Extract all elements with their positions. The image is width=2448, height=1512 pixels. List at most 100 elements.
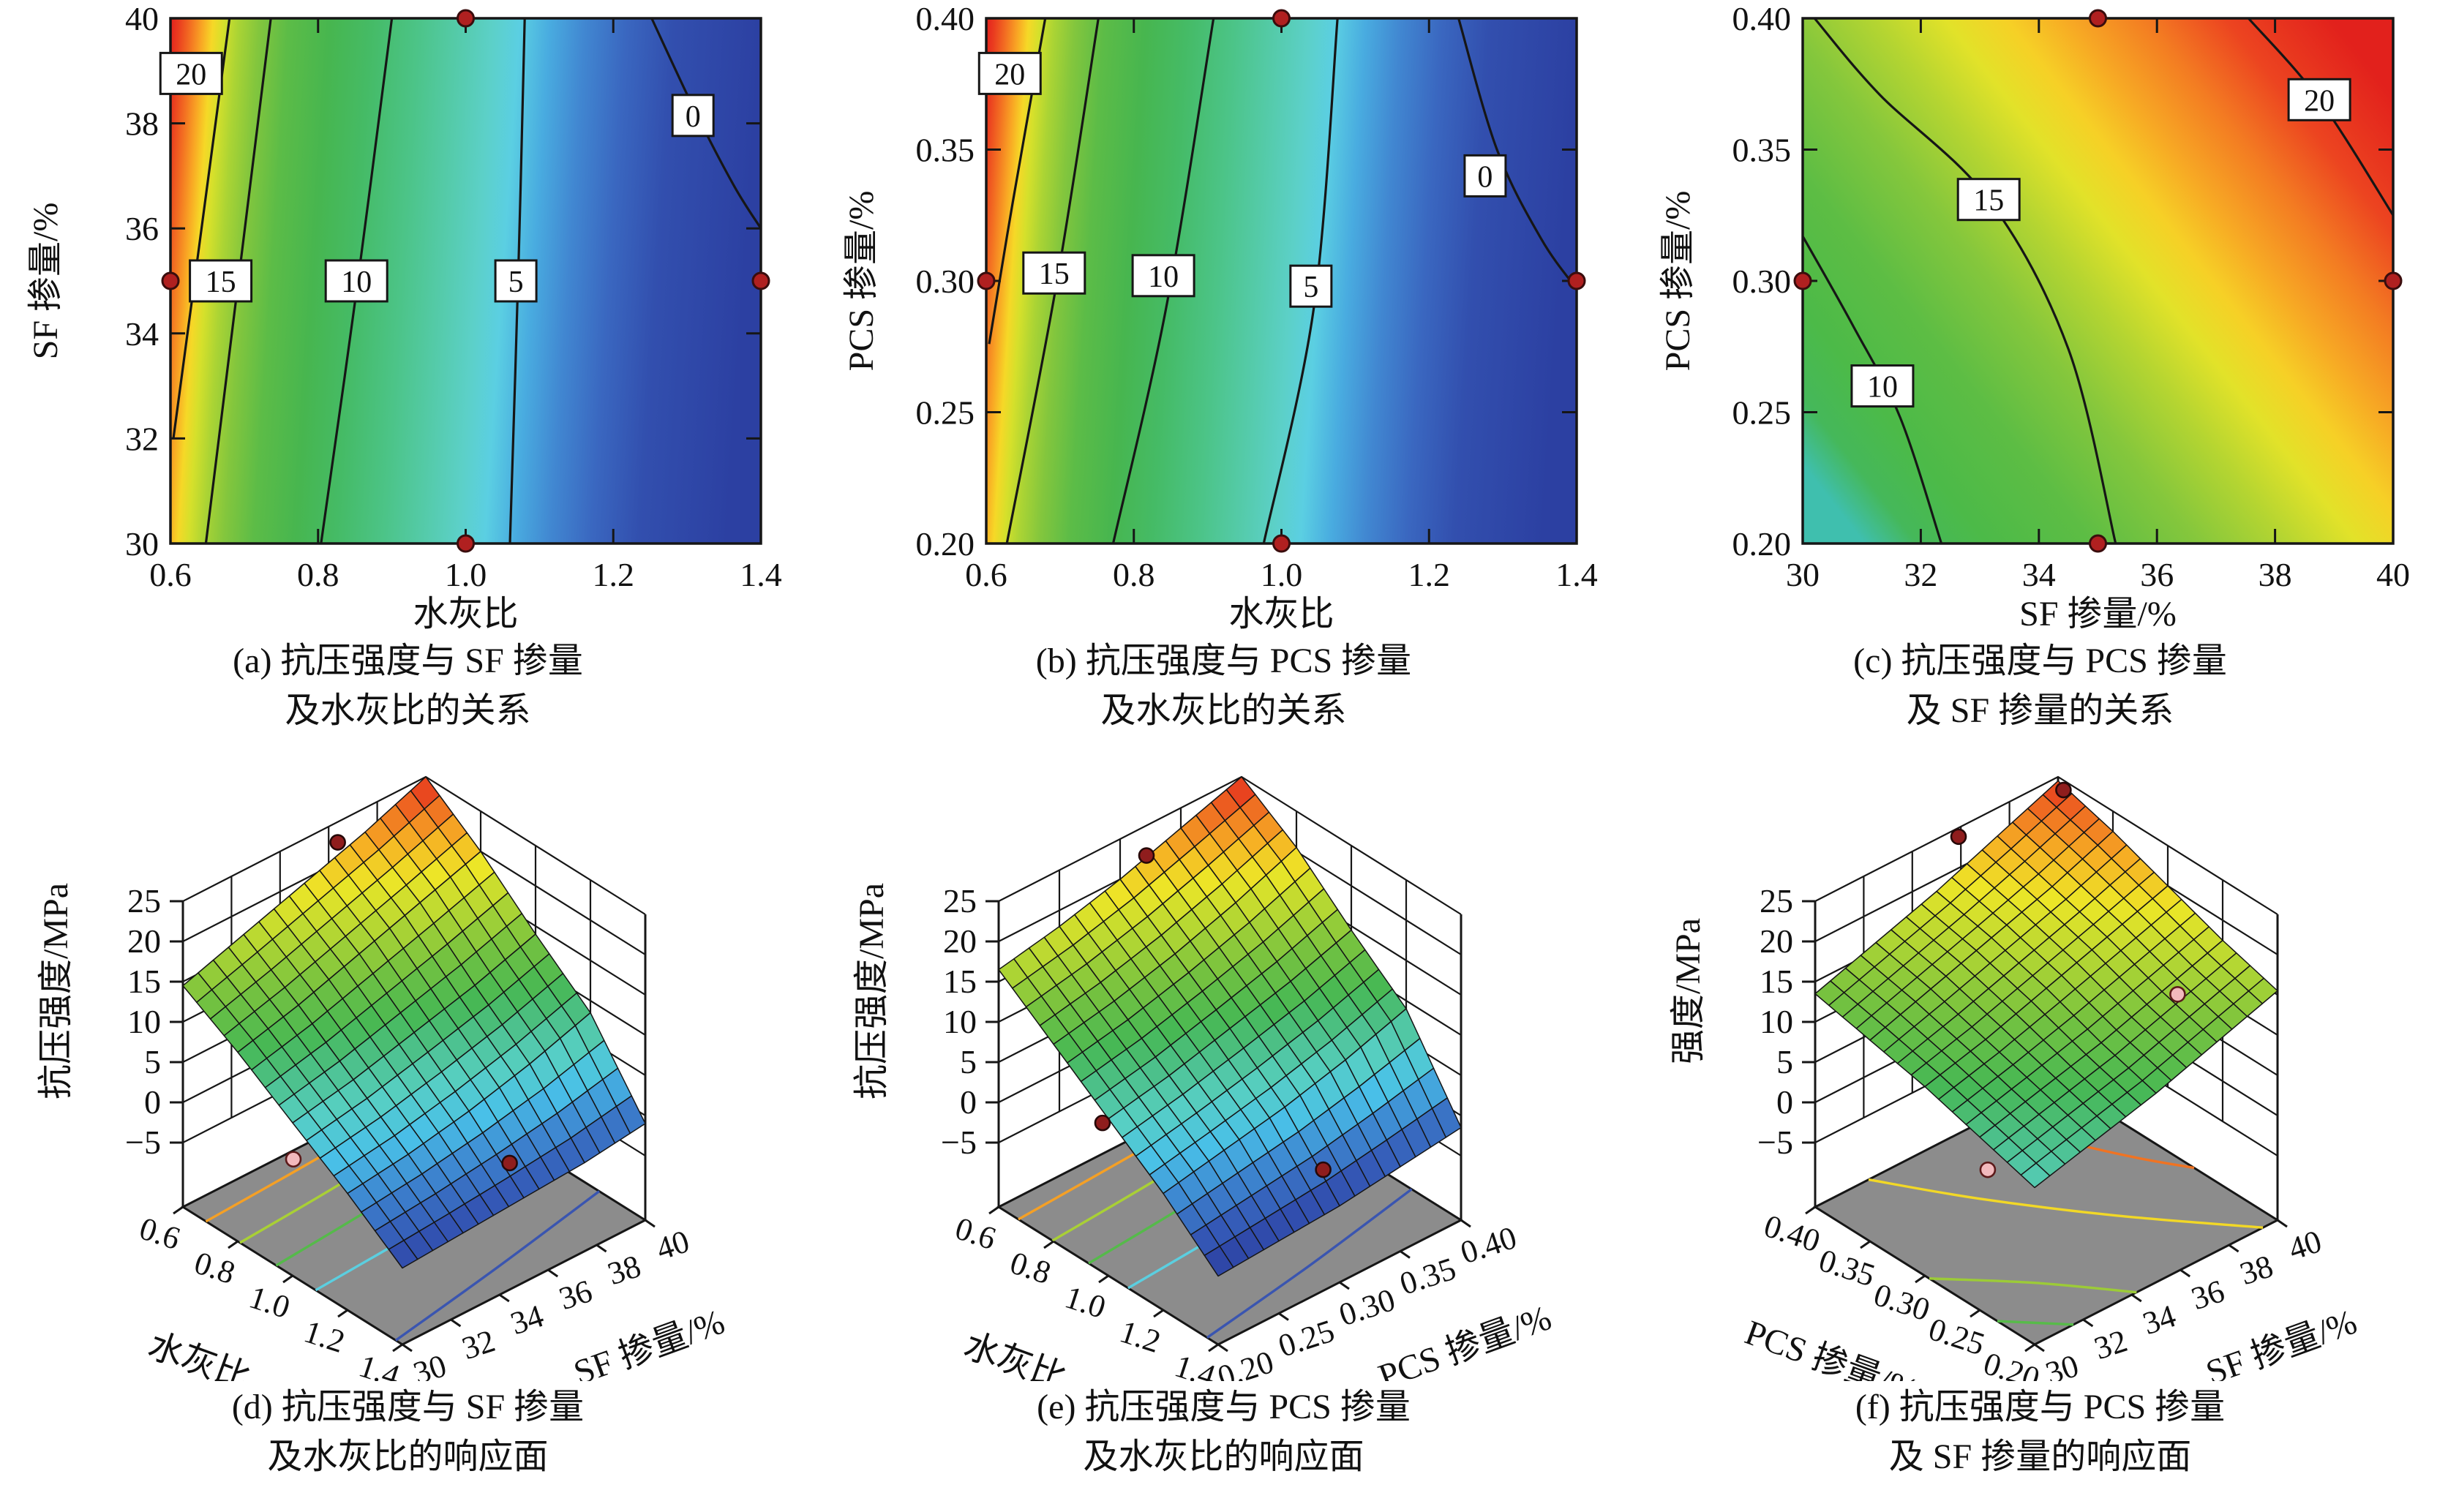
y-axis-title: PCS 掺量/% <box>1659 191 1697 372</box>
floor-edge-ticks <box>173 1206 656 1353</box>
design-points-3d <box>285 834 518 1172</box>
y-tick-label: 40 <box>125 0 159 37</box>
contour-label: 5 <box>508 266 524 299</box>
caption-a-line2: 及水灰比的关系 <box>285 691 531 730</box>
caption-f: (f) 抗压强度与 PCS 掺量 及 SF 掺量的响应面 <box>1632 1383 2448 1482</box>
y-tick-label: 0.20 <box>1732 525 1792 563</box>
v-tick-label: 40 <box>652 1223 694 1267</box>
contour-label-box <box>1463 154 1507 198</box>
design-points-3d <box>1950 781 2186 1178</box>
caption-d-line1: (d) 抗压强度与 SF 掺量 <box>231 1388 585 1426</box>
z-tick-label: 0 <box>1776 1083 1793 1121</box>
v-tick-label: 0.40 <box>1456 1219 1520 1271</box>
z-tick-label: 20 <box>943 922 977 960</box>
surface-mesh <box>182 776 646 1269</box>
z-tick-label: 15 <box>1760 963 1793 1000</box>
panel-e: −5 0 5 10 15 20 25 抗压强度/MPa 0.6 0.8 1.0 1.2 1.4 水灰比 0.… <box>816 739 1632 1512</box>
caption-c: (c) 抗压强度与 PCS 掺量 及 SF 掺量的关系 <box>1632 636 2448 736</box>
contour-label-box <box>324 259 388 303</box>
u-tick-label: 0.35 <box>1814 1242 1879 1293</box>
caption-f-line2: 及 SF 掺量的响应面 <box>1888 1437 2192 1476</box>
v-tick-label: 32 <box>2090 1323 2131 1366</box>
z-tick-label: 25 <box>1760 882 1793 919</box>
v-tick-label: 38 <box>2236 1248 2278 1292</box>
contour-label-box <box>494 259 538 303</box>
caption-a: (a) 抗压强度与 SF 掺量 及水灰比的关系 <box>0 636 816 736</box>
contour-label: 10 <box>341 266 372 299</box>
floor-plane <box>1812 1081 2280 1346</box>
contour-label-box <box>1956 178 2021 222</box>
x-tick-label: 0.8 <box>1113 556 1155 593</box>
y-tick-label: 36 <box>125 210 159 247</box>
z-tick-label: 10 <box>943 1003 977 1040</box>
u-tick-label: 1.4 <box>355 1347 404 1381</box>
floor-contour <box>1929 1277 2137 1294</box>
z-tick-label: 20 <box>127 922 161 960</box>
y-tick-label: 30 <box>125 525 159 563</box>
u-tick-label: 0.8 <box>190 1244 239 1291</box>
panel-c: 10 15 20 30 32 34 36 38 40 0.20 0.25 0.30 0.35 0.40 SF… <box>1632 0 2448 739</box>
z-axis-title: 抗压强度/MPa <box>852 883 891 1099</box>
x-axis-title: 水灰比 <box>1228 595 1334 629</box>
v-tick-label: 38 <box>604 1248 645 1292</box>
u-tick-label: 0.40 <box>1760 1208 1824 1259</box>
x-tick-label: 1.2 <box>593 556 635 593</box>
floor-edge-ticks <box>1805 1206 2288 1353</box>
contour-label: 5 <box>1303 271 1318 304</box>
caption-c-line1: (c) 抗压强度与 PCS 掺量 <box>1853 642 2227 680</box>
contour-label: 15 <box>206 266 236 299</box>
y-tick-label: 0.30 <box>1732 263 1792 300</box>
x-tick-label: 0.8 <box>297 556 339 593</box>
v-tick-label: 36 <box>555 1273 596 1317</box>
z-tick-label: 25 <box>127 882 161 919</box>
design-points-3d <box>1094 847 1332 1178</box>
y-tick-label: 0.40 <box>916 0 975 37</box>
v-tick-label: 30 <box>2041 1347 2083 1381</box>
caption-e-line1: (e) 抗压强度与 PCS 掺量 <box>1037 1388 1411 1426</box>
panel-d: −5 0 5 10 15 20 25 抗压强度/MPa 0.6 0.8 1.0 1.2 1.4 水灰比 30… <box>0 739 816 1512</box>
v-tick-label: 0.25 <box>1274 1313 1338 1364</box>
caption-b-line2: 及水灰比的关系 <box>1100 691 1347 730</box>
contour-plot-b: 20 15 10 5 0 0.6 0.8 1.0 1.2 1.4 0.20 0.25 0.30 0.35 0… <box>842 0 1598 629</box>
caption-a-line1: (a) 抗压强度与 SF 掺量 <box>233 642 583 680</box>
contour-label: 0 <box>1477 160 1493 194</box>
x-tick-label: 1.0 <box>445 556 487 593</box>
y-axis-title: PCS 掺量/% <box>842 191 881 372</box>
y-axis-title: SF 掺量/% <box>26 203 65 360</box>
contour-label-box <box>671 94 715 138</box>
y-tick-label: 0.25 <box>1732 394 1792 432</box>
panel-f: −5 0 5 10 15 20 25 强度/MPa 0.40 0.35 0.30 0.25 0.20 PC… <box>1632 739 2448 1512</box>
z-tick-label: −5 <box>125 1124 161 1161</box>
contour-label-box <box>189 259 253 303</box>
v-tick-label: 30 <box>409 1347 451 1381</box>
u-tick-label: 1.4 <box>1171 1347 1220 1381</box>
v-tick-label: 32 <box>457 1323 499 1366</box>
v-axis-title: SF 掺量/% <box>2201 1302 2362 1381</box>
x-tick-label: 0.6 <box>149 556 192 593</box>
y-tick-label: 0.35 <box>1732 132 1792 169</box>
contour-label: 15 <box>1973 184 2004 218</box>
u-tick-label: 0.8 <box>1006 1244 1055 1291</box>
x-tick-label: 1.4 <box>740 556 782 593</box>
floor-contour <box>1868 1178 2264 1229</box>
z-tick-label: 0 <box>144 1083 161 1121</box>
x-tick-label: 1.0 <box>1261 556 1303 593</box>
x-tick-label: 0.6 <box>965 556 1007 593</box>
surface-mesh <box>998 776 1462 1277</box>
x-tick-label: 38 <box>2259 556 2292 593</box>
z-tick-label: 5 <box>960 1043 977 1080</box>
caption-d: (d) 抗压强度与 SF 掺量 及水灰比的响应面 <box>0 1383 816 1482</box>
contour-label: 20 <box>994 58 1025 91</box>
u-tick-label: 0.6 <box>135 1210 184 1257</box>
design-points <box>1793 9 2403 553</box>
contour-plot-a: 20 15 10 5 0 0.6 0.8 1.0 1.2 1.4 30 32 34 36 38 40 水灰比 SF… <box>26 0 782 629</box>
floor-edge-ticks <box>988 1206 1471 1353</box>
u-axis-title: 水灰比 <box>959 1326 1071 1381</box>
contour-label-box <box>2287 78 2351 121</box>
x-tick-label: 1.4 <box>1555 556 1598 593</box>
contour-label-box <box>1131 254 1195 298</box>
y-tick-label: 0.25 <box>916 394 975 432</box>
panel-b: 20 15 10 5 0 0.6 0.8 1.0 1.2 1.4 0.20 0.25 0.30 0.35 0… <box>816 0 1632 739</box>
u-tick-label: 1.0 <box>245 1279 294 1325</box>
